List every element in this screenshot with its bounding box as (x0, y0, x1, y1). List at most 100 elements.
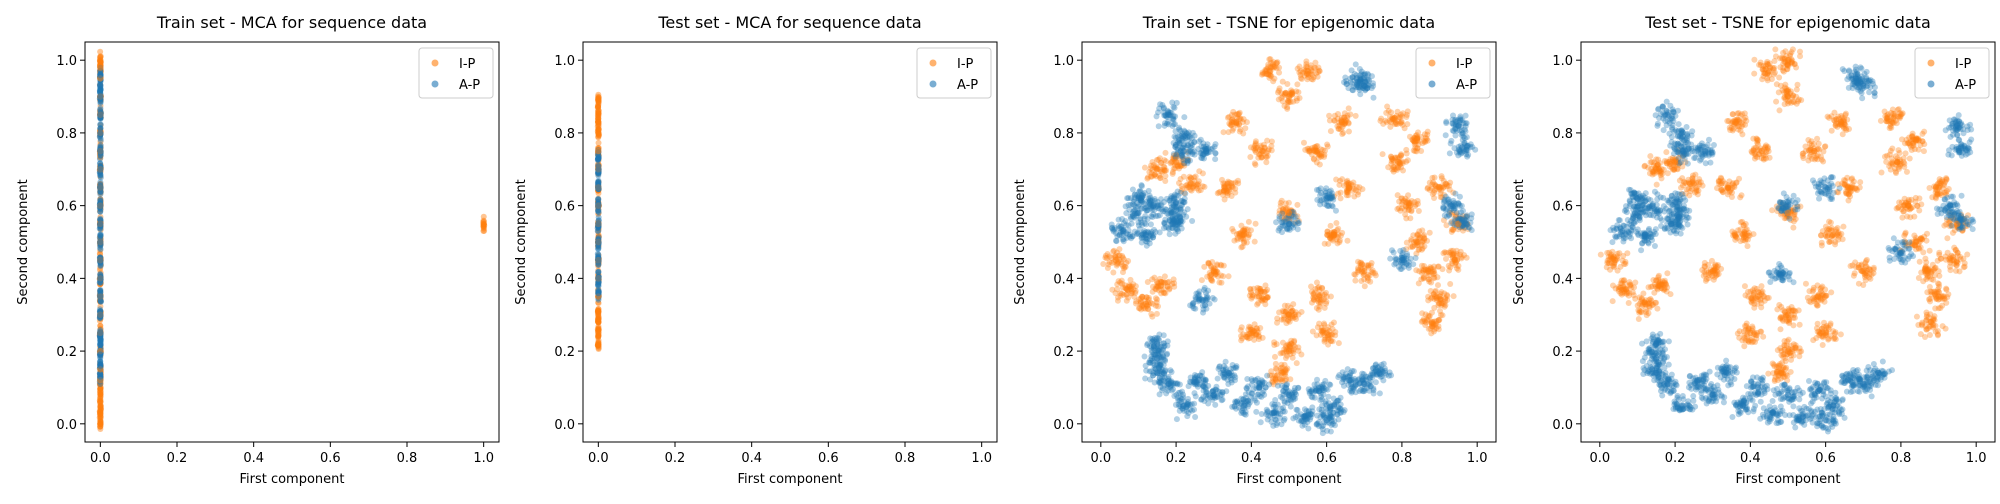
data-point (1354, 75, 1360, 81)
x-tick-label: 0.2 (167, 451, 188, 466)
data-point (1399, 257, 1405, 263)
data-point (1267, 68, 1273, 74)
legend-marker (1429, 60, 1436, 67)
data-point (97, 202, 103, 208)
x-tick-label: 0.8 (1891, 451, 1912, 466)
data-point (1459, 144, 1465, 150)
data-point (1766, 68, 1772, 74)
data-point (1642, 232, 1648, 238)
legend-marker (1429, 81, 1436, 88)
data-point (1679, 402, 1685, 408)
x-axis-label: First component (1236, 472, 1341, 487)
x-tick-label: 0.0 (588, 451, 609, 466)
x-tick-label: 0.4 (741, 451, 762, 466)
data-point (1241, 402, 1247, 408)
data-point (1815, 293, 1821, 299)
data-point (1830, 402, 1836, 408)
data-point (1785, 210, 1791, 216)
x-tick-label: 0.2 (1166, 451, 1187, 466)
data-point (1286, 221, 1292, 227)
legend-marker (930, 81, 937, 88)
data-point (1177, 213, 1183, 219)
data-point (1143, 301, 1149, 307)
data-point (97, 130, 103, 136)
data-point (97, 293, 103, 299)
y-tick-label: 0.0 (56, 418, 77, 433)
legend-marker (930, 60, 937, 67)
y-tick-label: 0.2 (56, 345, 77, 360)
data-point (1211, 392, 1217, 398)
data-point (595, 290, 601, 296)
data-point (1755, 293, 1761, 299)
y-tick-label: 1.0 (1053, 54, 1074, 69)
data-point (1785, 93, 1791, 99)
data-point (1259, 148, 1265, 154)
data-point (1845, 184, 1851, 190)
data-point (97, 221, 103, 227)
data-point (1158, 282, 1164, 288)
data-point (595, 166, 601, 172)
data-point (1301, 413, 1307, 419)
data-point (1154, 355, 1160, 361)
data-point (97, 373, 103, 379)
x-tick-label: 0.4 (1241, 451, 1262, 466)
data-point (1180, 133, 1186, 139)
data-point (1226, 370, 1232, 376)
x-tick-label: 0.8 (397, 451, 418, 466)
data-point (1323, 330, 1329, 336)
series-I-P (97, 57, 487, 427)
data-point (1154, 166, 1160, 172)
data-point (1653, 166, 1659, 172)
plot-frame (583, 42, 997, 442)
data-point (1455, 122, 1461, 128)
y-axis-label: Second component (1013, 179, 1028, 305)
data-point (595, 330, 601, 336)
data-point (1875, 370, 1881, 376)
y-tick-label: 0.2 (1552, 345, 1573, 360)
x-tick-label: 0.4 (243, 451, 264, 466)
data-point (1950, 257, 1956, 263)
density-texture (1598, 46, 1976, 434)
chart-title: Test set - MCA for sequence data (657, 13, 921, 32)
data-point (1924, 268, 1930, 274)
data-point (1154, 370, 1160, 376)
data-point (595, 184, 601, 190)
data-point (1755, 384, 1761, 390)
x-tick-label: 0.2 (1665, 451, 1686, 466)
data-point (1913, 239, 1919, 245)
data-point (1312, 148, 1318, 154)
legend-label: A-P (1955, 78, 1976, 93)
data-point (1448, 202, 1454, 208)
data-point (595, 202, 601, 208)
y-tick-label: 0.0 (1053, 418, 1074, 433)
data-point (1725, 184, 1731, 190)
data-point (1271, 410, 1277, 416)
x-tick-label: 0.0 (1589, 451, 1610, 466)
chart-title: Train set - MCA for sequence data (156, 13, 427, 32)
x-tick-label: 0.6 (1815, 451, 1836, 466)
x-tick-label: 0.0 (1090, 451, 1111, 466)
data-point (1740, 402, 1746, 408)
legend-label: I-P (957, 57, 974, 72)
y-tick-label: 1.0 (56, 54, 77, 69)
data-point (1890, 115, 1896, 121)
data-point (1623, 286, 1629, 292)
data-point (1758, 148, 1764, 154)
x-tick-label: 0.6 (818, 451, 839, 466)
y-tick-label: 0.4 (554, 272, 575, 287)
x-axis-label: First component (1735, 472, 1840, 487)
data-point (1770, 410, 1776, 416)
data-point (1815, 388, 1821, 394)
data-point (97, 410, 103, 416)
data-point (1634, 195, 1640, 201)
data-point (1226, 184, 1232, 190)
data-point (595, 97, 601, 103)
legend: I-PA-P (1915, 48, 1989, 98)
data-point (1710, 268, 1716, 274)
plot-frame (85, 42, 499, 442)
data-point (1785, 392, 1791, 398)
data-point (1286, 210, 1292, 216)
density-texture (97, 49, 488, 432)
data-point (1619, 228, 1625, 234)
data-point (1928, 319, 1934, 325)
